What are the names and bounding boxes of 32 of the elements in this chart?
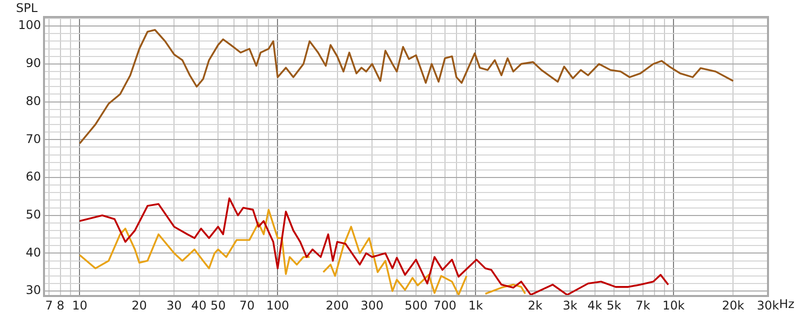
x-tick-label: 500 [404, 298, 428, 312]
y-tick-label: 50 [26, 207, 41, 222]
x-tick-label: 300 [360, 298, 384, 312]
x-tick-label: 40 [191, 298, 207, 312]
x-tick-label: 10 [72, 298, 88, 312]
x-tick-label: 700 [433, 298, 456, 312]
x-tick-label: 100 [266, 298, 290, 312]
x-tick-label: 30 [166, 298, 182, 312]
x-tick-label: 1k [468, 298, 483, 312]
x-tick-label: 3k [562, 298, 578, 312]
y-tick-label: 100 [18, 18, 41, 32]
x-tick-label: 50 [210, 298, 226, 312]
x-tick-label: 8 [56, 298, 64, 312]
x-tick-label: 5k [606, 298, 622, 312]
x-tick-label: 7k [636, 298, 650, 312]
y-axis-title: SPL [16, 1, 38, 16]
x-tick-label: 200 [326, 298, 349, 312]
x-tick-label: 4k [587, 298, 602, 312]
x-tick-label: 2k [528, 298, 543, 312]
x-tick-label: 10k [662, 298, 685, 312]
y-tick-label: 40 [26, 245, 41, 260]
x-tick-label: 70 [239, 298, 255, 312]
x-axis-title: Hz [779, 297, 794, 312]
x-tick-label: 7 [45, 298, 53, 312]
y-tick-label: 30 [26, 283, 41, 298]
y-tick-label: 70 [26, 132, 41, 146]
y-tick-label: 90 [26, 56, 41, 70]
y-tick-label: 60 [26, 170, 41, 184]
y-tick-label: 80 [26, 94, 41, 108]
x-tick-label: 20k [722, 298, 744, 312]
x-tick-label: 30k [756, 298, 780, 312]
x-tick-label: 20 [132, 298, 147, 312]
